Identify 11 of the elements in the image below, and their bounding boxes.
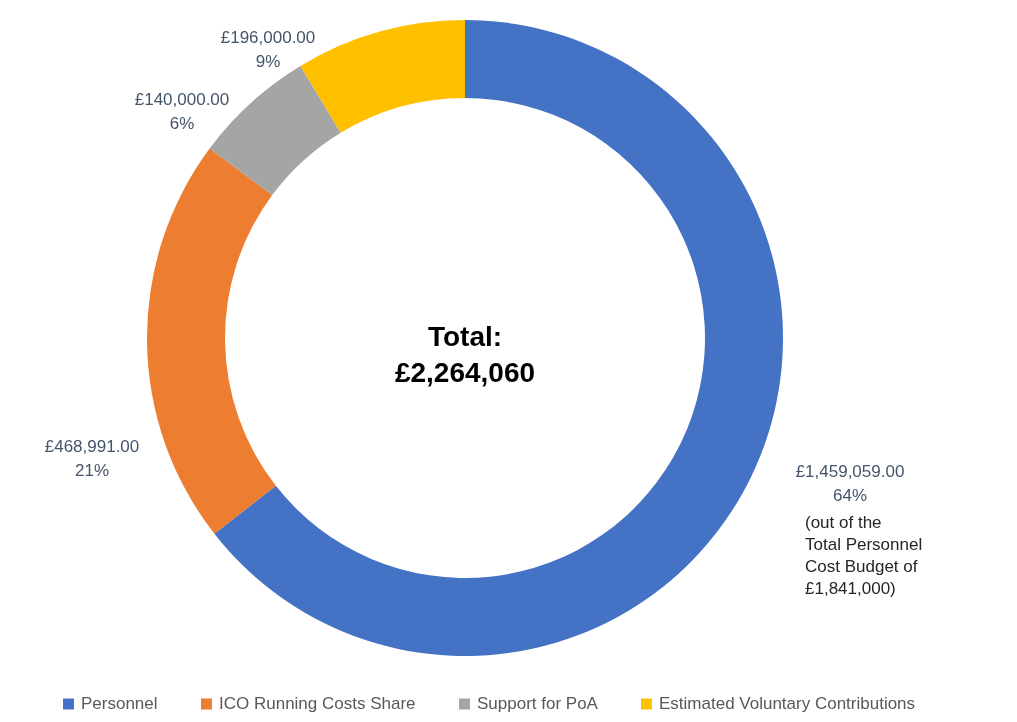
text: (out of the Total Personnel Cost Budget of £1,841,000) <box>805 513 923 599</box>
donut-slice <box>147 148 276 534</box>
data-label: £140,000.00 6% <box>134 90 230 133</box>
legend-label: Estimated Voluntary Contributions <box>659 694 916 713</box>
data-label: £196,000.00 9% <box>220 28 316 71</box>
legend-label: ICO Running Costs Share <box>219 694 416 713</box>
legend-label: Support for PoA <box>477 694 599 713</box>
data-label: £1,459,059.00 64% <box>795 462 905 505</box>
data-label: £468,991.00 21% <box>44 437 140 480</box>
legend-label: Personnel <box>81 694 158 713</box>
text: Total: £2,264,060 <box>394 321 536 389</box>
